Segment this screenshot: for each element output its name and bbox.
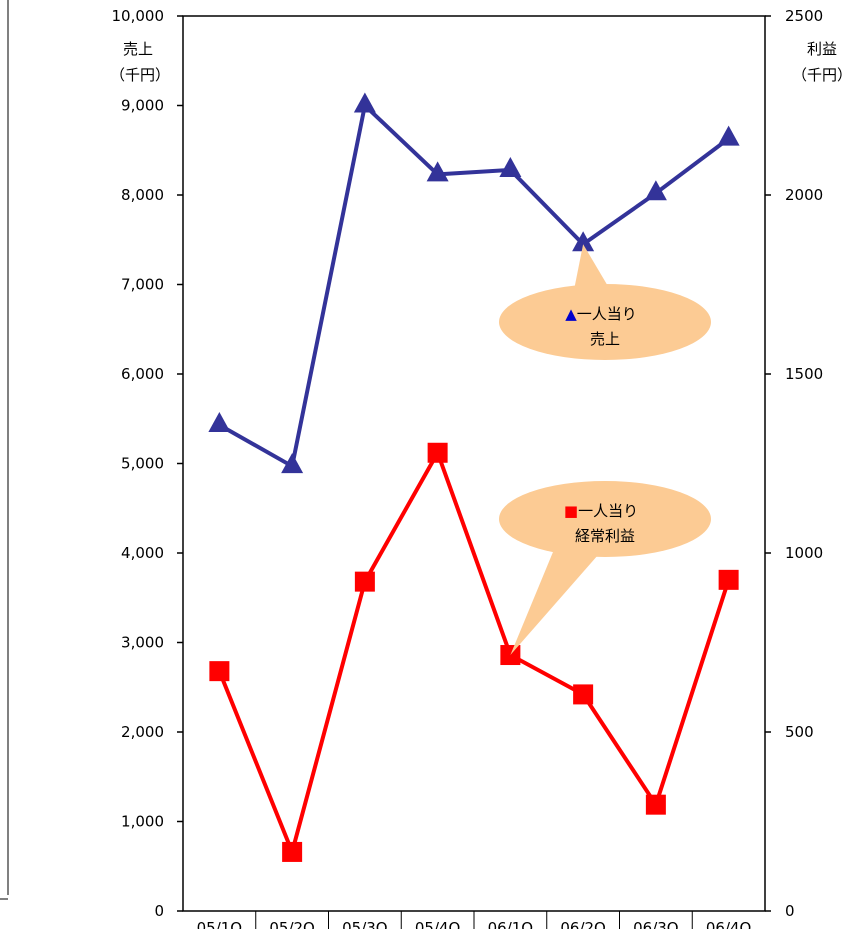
y-left-title-line1: 売上 — [123, 40, 153, 58]
callout-pointer — [573, 244, 612, 295]
x-tick-label: 06/4Q — [706, 919, 752, 929]
data-point-triangle — [644, 180, 667, 201]
callout-line-2: 経常利益 — [575, 527, 635, 545]
y-right-tick-label: 1500 — [785, 365, 823, 383]
y-right-tick-label: 2500 — [785, 7, 823, 25]
y-left-tick-label: 9,000 — [121, 97, 164, 115]
y-left-title-line2: （千円） — [110, 66, 170, 84]
x-tick-label: 06/2Q — [560, 919, 606, 929]
plot-area — [182, 15, 766, 912]
callout-marker-icon: ■ — [564, 502, 578, 520]
callout-bubble — [499, 481, 711, 557]
data-point-triangle — [572, 231, 595, 252]
data-point-square — [354, 571, 375, 592]
y-right-title-line1: 利益 — [807, 40, 837, 58]
y-left-tick-label: 6,000 — [121, 365, 164, 383]
data-point-square — [282, 841, 303, 862]
y-right-tick-label: 1000 — [785, 544, 823, 562]
y-right-tick-label: 0 — [785, 902, 795, 920]
x-tick-label: 06/1Q — [488, 919, 534, 929]
data-point-triangle — [208, 412, 231, 433]
y-left-tick-label: 10,000 — [112, 7, 165, 25]
callout-text: 一人当り — [577, 305, 637, 323]
y-left-axis: 0 1,000 2,000 3,000 4,000 5,000 6,000 7,000 8,00… — [112, 7, 183, 920]
y-left-tick-label: 5,000 — [121, 455, 164, 473]
callout-marker-icon: ▲ — [565, 305, 577, 323]
series-line-2 — [217, 450, 731, 854]
y-left-tick-label: 8,000 — [121, 186, 164, 204]
y-left-tick-label: 4,000 — [121, 544, 164, 562]
callout-text: 一人当り — [578, 502, 638, 520]
data-point-square — [645, 794, 666, 815]
y-left-tick-label: 0 — [154, 902, 164, 920]
x-tick-label: 06/3Q — [633, 919, 679, 929]
data-point-triangle — [499, 156, 522, 177]
x-tick-label: 05/4Q — [415, 919, 461, 929]
data-point-triangle — [281, 453, 304, 474]
y-right-title-line2: （千円） — [792, 66, 852, 84]
data-point-triangle — [426, 161, 449, 182]
callout-line-1: ▲一人当り — [565, 305, 637, 323]
data-point-square — [573, 684, 594, 705]
x-tick-label: 05/1Q — [197, 919, 243, 929]
x-axis: 05/1Q 05/2Q 05/3Q 05/4Q 06/1Q 06/2Q 06/3Q 06/4Q — [197, 911, 752, 929]
y-right-tick-label: 500 — [785, 723, 814, 741]
series-line-1 — [218, 103, 730, 469]
y-right-tick-label: 2000 — [785, 186, 823, 204]
y-left-tick-label: 7,000 — [121, 276, 164, 294]
y-left-tick-label: 2,000 — [121, 723, 164, 741]
callout-line-2: 売上 — [590, 330, 620, 348]
series-layer — [208, 92, 740, 862]
y-right-axis: 0 500 1000 1500 2000 2500 — [765, 7, 823, 920]
y-left-tick-label: 1,000 — [121, 813, 164, 831]
data-point-triangle — [353, 92, 376, 113]
data-point-square — [427, 442, 448, 463]
data-point-triangle — [717, 125, 740, 146]
data-point-square — [718, 569, 739, 590]
y-left-tick-label: 3,000 — [121, 634, 164, 652]
x-tick-label: 05/3Q — [342, 919, 388, 929]
callout-bubble — [499, 284, 711, 360]
callout-line-1: ■一人当り — [564, 502, 638, 520]
x-tick-label: 05/2Q — [269, 919, 315, 929]
callout-pointer — [510, 552, 598, 656]
data-point-square — [209, 661, 230, 682]
